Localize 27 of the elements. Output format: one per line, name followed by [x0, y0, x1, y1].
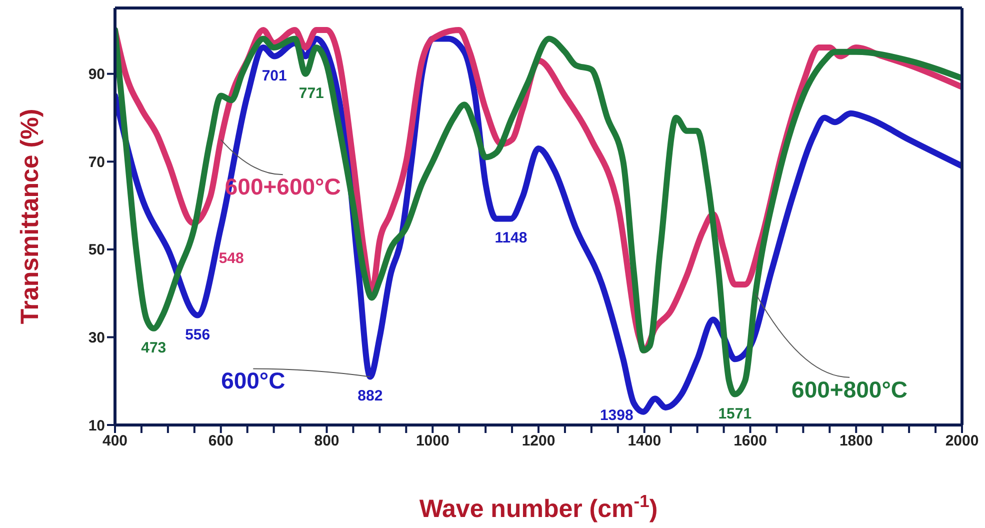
y-tick-label: 30: [88, 330, 105, 347]
x-tick-label: 800: [314, 432, 340, 450]
y-tick-label: 50: [88, 242, 105, 259]
x-tick-label: 1600: [734, 432, 767, 450]
annotation: 701: [262, 67, 287, 84]
y-tick-label: 70: [88, 154, 105, 171]
annotation: 1148: [494, 230, 528, 247]
annotation: 556: [185, 326, 210, 344]
text: 600°C: [221, 368, 286, 394]
annotation: 548: [218, 250, 244, 268]
annotation: 473: [141, 339, 166, 356]
x-tick-label: 1000: [416, 432, 450, 450]
x-tick-label: 1200: [522, 432, 556, 450]
annotation: 882: [358, 388, 383, 405]
x-tick-label: 600: [208, 432, 234, 450]
y-tick-label: 10: [88, 417, 105, 434]
annotation: 771: [298, 84, 324, 102]
x-tick-label: 2000: [945, 432, 979, 450]
x-tick-label: 1400: [628, 432, 662, 450]
y-tick-label: 90: [88, 66, 105, 84]
y-axis-title: Transmittance (%): [16, 108, 44, 324]
x-tick-label: 400: [102, 432, 128, 450]
x-axis-title: Wave number (cm$^{-1}$): [419, 491, 658, 523]
annotation: 1398: [600, 406, 634, 424]
series-label: 600+800°C: [792, 376, 908, 402]
annotation: 1571: [718, 405, 752, 422]
x-tick-label: 1800: [839, 432, 873, 450]
